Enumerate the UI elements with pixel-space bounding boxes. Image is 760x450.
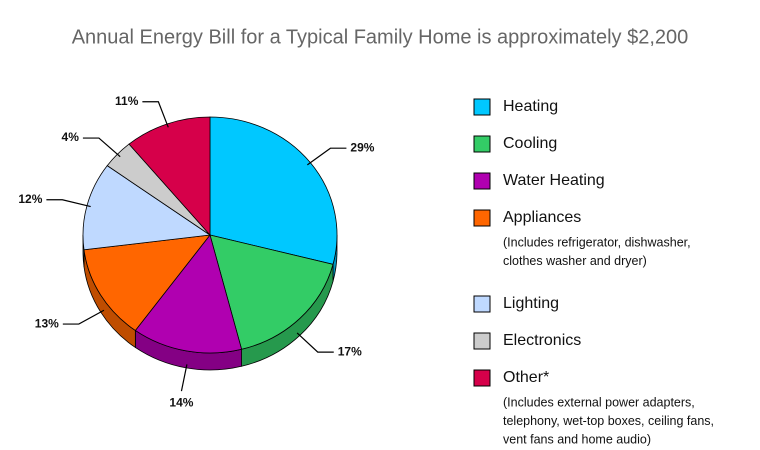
value-label: 17%	[338, 344, 362, 358]
pie-slice	[134, 234, 243, 354]
leader-line	[82, 137, 121, 158]
value-label: 29%	[350, 140, 374, 154]
chart-title: Annual Energy Bill for a Typical Family …	[72, 26, 689, 48]
legend-note: clothes washer and dryer)	[503, 254, 647, 268]
legend-note: telephony, wet-top boxes, ceiling fans,	[503, 414, 714, 428]
legend-label: Heating	[503, 98, 558, 115]
legend-label: Cooling	[503, 135, 557, 152]
legend-label: Lighting	[503, 295, 559, 312]
legend-label: Other*	[503, 369, 549, 386]
legend-note: (Includes refrigerator, dishwasher,	[503, 235, 691, 249]
legend-note: (Includes external power adapters,	[503, 395, 695, 409]
pie-slice	[209, 234, 334, 350]
legend-note: vent fans and home audio)	[503, 432, 651, 446]
legend-label: Appliances	[503, 209, 581, 226]
legend-swatch	[473, 369, 491, 387]
leader-line	[180, 364, 188, 392]
value-label: 4%	[62, 130, 80, 144]
legend-swatch	[473, 209, 491, 227]
legend-label: Water Heating	[503, 172, 605, 189]
value-label: 14%	[169, 395, 193, 409]
legend-swatch	[473, 332, 491, 350]
value-label: 11%	[115, 94, 139, 108]
leader-line	[46, 199, 91, 208]
leader-line	[62, 309, 105, 325]
legend-swatch	[473, 295, 491, 313]
leader-line	[142, 101, 169, 128]
legend-label: Electronics	[503, 332, 581, 349]
legend-swatch	[473, 172, 491, 190]
leader-line	[296, 332, 334, 353]
legend-swatch	[473, 135, 491, 153]
pie-slice	[83, 234, 211, 332]
legend-swatch	[473, 98, 491, 116]
leader-line	[306, 147, 347, 166]
value-label: 12%	[18, 192, 42, 206]
value-label: 13%	[35, 316, 59, 330]
